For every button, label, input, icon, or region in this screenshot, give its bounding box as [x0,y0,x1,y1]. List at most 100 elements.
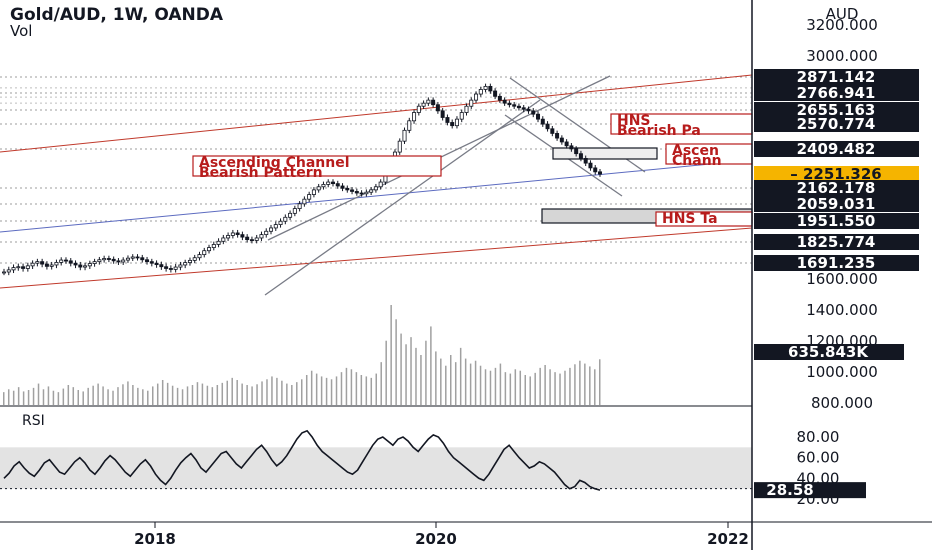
candle-body [259,234,264,239]
volume-bar [7,389,10,405]
volume-bar [291,385,293,405]
volume-bar [410,337,412,405]
volume-bar [127,381,129,405]
candle-body [497,95,502,101]
volume-bar [445,365,447,405]
candle-body [278,220,283,225]
volume-bar [549,369,551,405]
candle-body [550,128,555,134]
price-level-value: 2409.482 [797,140,876,158]
candle-body [469,99,474,107]
candle-body [545,123,550,130]
candle-body [283,216,288,222]
candle-body [474,93,479,101]
volume-bar [186,386,189,405]
candle-body [307,194,312,200]
candle-body [202,250,207,256]
volume-bar [534,372,536,405]
candle-body [521,107,526,110]
volume-bar [579,360,581,405]
candle-body [54,262,59,266]
rsi-series [3,429,601,491]
price-level-badge [754,116,919,132]
candle-body [73,262,78,266]
rsi-tick-label: 60.00 [797,449,840,467]
candle-body [330,181,335,185]
volume-bar [97,383,99,405]
volume-bar [161,380,164,405]
candle-body [97,259,102,263]
candle-body [135,256,140,259]
candle-body [221,237,226,242]
price-level-value: – 2251.326 [790,165,881,183]
candle-body [373,186,378,191]
volume-bar [226,380,228,405]
volume-bar [251,386,253,405]
candle-body [364,191,369,195]
candle-body [464,105,469,113]
price-level-value: 2059.031 [797,195,876,213]
volume-bar [494,367,497,405]
volume-bar [176,387,179,405]
candle-body [512,104,517,107]
volume-bar [112,390,114,405]
volume-bar [142,389,144,405]
volume-bar [32,387,35,405]
volume-bar [355,372,358,405]
price-tick-label: 800.000 [811,394,873,412]
candle-body [6,269,11,273]
volume-bar [206,385,209,405]
price-level-value: 2655.163 [797,101,876,119]
pattern-annotation-text: Ascending Channel [199,155,350,171]
volume-bar [345,367,348,405]
candle-body [578,153,583,159]
candle-body [168,268,173,270]
candle-body [559,137,564,143]
candle-body [316,186,321,191]
candle-body [431,99,436,106]
candle-body [130,256,135,259]
volume-bar [171,385,174,405]
volume-bar [216,385,219,405]
volume-bar [296,382,298,405]
candle-body [211,244,216,248]
candle-body [245,236,250,241]
candle-body [25,265,30,269]
candle-body [350,189,355,192]
volume-bar [554,372,556,405]
price-level-value: 1691.235 [797,254,876,272]
candle-body [311,189,316,195]
grid-lines [0,76,752,264]
candle-body [159,264,164,268]
volume-bar [181,389,184,405]
volume-bar [499,363,502,405]
volume-bar [464,358,467,405]
candle-body [574,148,579,155]
volume-bar [236,380,238,405]
rsi-legend[interactable]: RSI [22,413,45,429]
median-trendline [0,159,753,233]
candle-body [288,212,293,218]
price-level-value: 2766.941 [797,84,876,102]
price-level-value: 1951.550 [797,212,876,230]
candle-body [35,261,40,264]
candle-body [269,227,274,232]
volume-bar [231,377,233,405]
volume-bar [325,377,328,405]
candle-body [335,183,340,187]
volume-legend[interactable]: Vol [10,22,33,40]
volume-bar [281,380,283,405]
symbol-title[interactable]: Gold/AUD, 1W, OANDA [10,5,223,25]
volume-bar [246,385,248,405]
rsi-zone [0,447,752,489]
candle-body [583,158,588,164]
price-level-badge [754,180,919,196]
candle-body [226,235,231,239]
time-axis[interactable]: 2018 2020 2022 [134,522,749,548]
volume-bar [544,365,546,405]
price-tick-label: 1600.000 [806,270,878,288]
candle-body [187,259,192,263]
candle-body [30,262,35,267]
candle-body [63,259,68,262]
